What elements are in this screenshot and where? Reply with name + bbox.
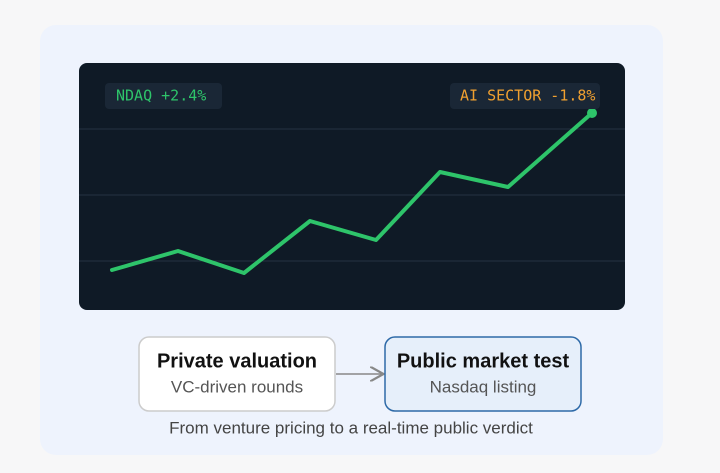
trend-line <box>110 111 594 275</box>
caption: From venture pricing to a real-time publ… <box>169 418 533 437</box>
chart-panel <box>79 63 625 310</box>
ticker-badge <box>105 83 222 109</box>
flow-node <box>384 336 582 412</box>
node-subtitle: Nasdaq listing <box>430 377 537 396</box>
ticker-label: NDAQ +2.4% <box>116 87 206 105</box>
node-subtitle: VC-driven rounds <box>171 377 303 396</box>
trend-end-dot <box>587 108 597 118</box>
node-title: Private valuation <box>157 350 317 372</box>
flow-node <box>138 336 336 412</box>
node-title: Public market test <box>397 350 570 372</box>
ticker-label: AI SECTOR -1.8% <box>460 87 595 105</box>
ticker-badge <box>450 83 600 109</box>
